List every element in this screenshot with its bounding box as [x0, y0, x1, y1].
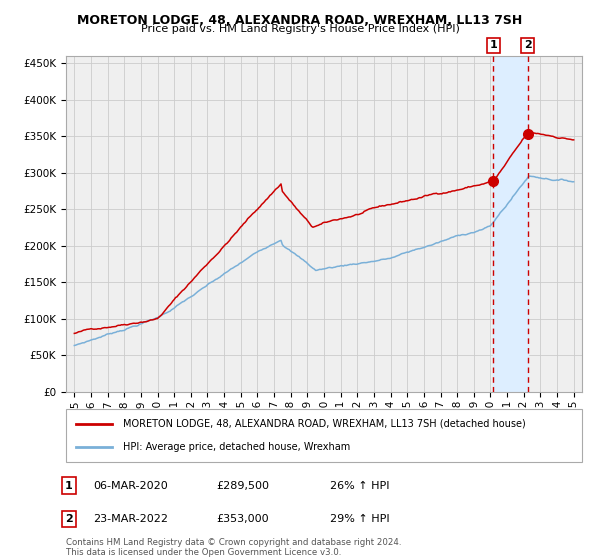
- Text: £353,000: £353,000: [216, 514, 269, 524]
- Text: 26% ↑ HPI: 26% ↑ HPI: [330, 480, 389, 491]
- Text: MORETON LODGE, 48, ALEXANDRA ROAD, WREXHAM, LL13 7SH (detached house): MORETON LODGE, 48, ALEXANDRA ROAD, WREXH…: [123, 419, 526, 429]
- Text: MORETON LODGE, 48, ALEXANDRA ROAD, WREXHAM, LL13 7SH: MORETON LODGE, 48, ALEXANDRA ROAD, WREXH…: [77, 14, 523, 27]
- Text: Contains HM Land Registry data © Crown copyright and database right 2024.
This d: Contains HM Land Registry data © Crown c…: [66, 538, 401, 557]
- Bar: [493, 56, 527, 392]
- Text: 1: 1: [65, 480, 73, 491]
- Text: 1: 1: [490, 40, 497, 50]
- Text: £289,500: £289,500: [216, 480, 269, 491]
- Text: HPI: Average price, detached house, Wrexham: HPI: Average price, detached house, Wrex…: [123, 442, 350, 452]
- Text: 2: 2: [65, 514, 73, 524]
- Text: 2: 2: [524, 40, 532, 50]
- Text: 29% ↑ HPI: 29% ↑ HPI: [330, 514, 389, 524]
- Text: 23-MAR-2022: 23-MAR-2022: [93, 514, 168, 524]
- FancyBboxPatch shape: [66, 409, 582, 462]
- Text: Price paid vs. HM Land Registry's House Price Index (HPI): Price paid vs. HM Land Registry's House …: [140, 24, 460, 34]
- Text: 06-MAR-2020: 06-MAR-2020: [93, 480, 168, 491]
